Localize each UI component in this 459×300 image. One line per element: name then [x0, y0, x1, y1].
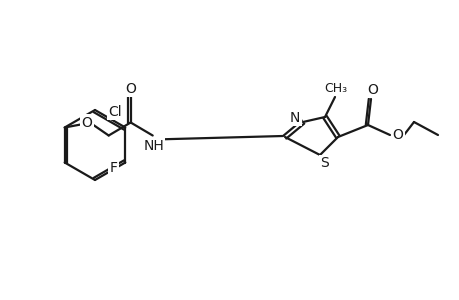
- Text: O: O: [367, 83, 378, 97]
- Text: Cl: Cl: [108, 104, 122, 118]
- Text: NH: NH: [143, 139, 164, 152]
- Text: O: O: [81, 116, 92, 130]
- Text: O: O: [125, 82, 136, 95]
- Text: N: N: [289, 111, 300, 125]
- Text: F: F: [109, 160, 117, 175]
- Text: S: S: [320, 156, 329, 170]
- Text: CH₃: CH₃: [324, 82, 347, 94]
- Text: O: O: [392, 128, 403, 142]
